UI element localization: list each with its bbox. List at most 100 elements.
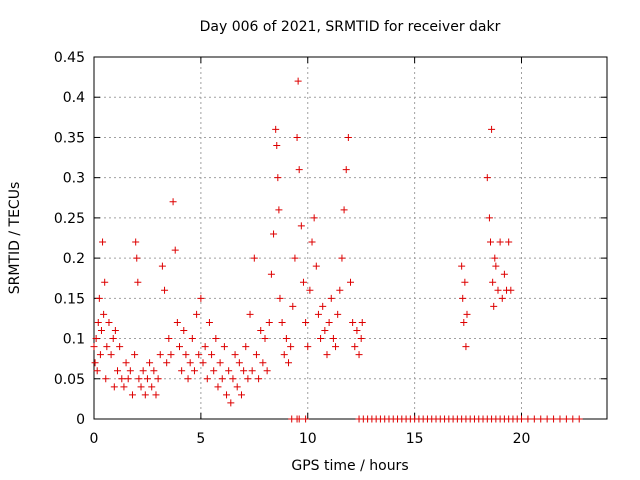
data-point [338, 254, 346, 262]
data-point [332, 343, 340, 351]
data-point [128, 391, 136, 399]
y-tick-label: 0.45 [54, 50, 85, 66]
data-point [530, 415, 538, 423]
data-point [126, 367, 134, 375]
data-point [94, 318, 102, 326]
data-point [273, 141, 281, 149]
data-point [100, 310, 108, 318]
data-point [180, 327, 188, 335]
data-point [302, 318, 310, 326]
data-point [188, 335, 196, 343]
data-point [184, 375, 192, 383]
data-point [240, 367, 248, 375]
data-point [124, 375, 132, 383]
data-point [302, 415, 310, 423]
data-point [248, 367, 256, 375]
data-point [287, 343, 295, 351]
data-point [163, 359, 171, 367]
data-point [524, 415, 532, 423]
data-point [550, 415, 558, 423]
data-point [494, 286, 502, 294]
data-point [178, 367, 186, 375]
y-tick-label: 0.15 [54, 291, 85, 307]
data-point [141, 391, 149, 399]
data-point [334, 310, 342, 318]
data-point [575, 415, 583, 423]
data-point [105, 318, 113, 326]
data-point [325, 318, 333, 326]
data-point [327, 294, 335, 302]
data-point [257, 327, 265, 335]
data-point [118, 375, 126, 383]
data-point [462, 343, 470, 351]
x-tick-label: 20 [513, 431, 531, 447]
data-point [312, 262, 320, 270]
data-point [242, 343, 250, 351]
data-point [203, 375, 211, 383]
data-point [139, 367, 147, 375]
data-point [275, 206, 283, 214]
data-point [483, 174, 491, 182]
data-point [154, 375, 162, 383]
data-point [340, 206, 348, 214]
data-point [272, 125, 280, 133]
data-point [99, 238, 107, 246]
data-point [490, 302, 498, 310]
data-point [461, 278, 469, 286]
data-point [492, 262, 500, 270]
data-point [92, 335, 100, 343]
data-point [353, 327, 361, 335]
data-point [274, 174, 282, 182]
data-point [199, 359, 207, 367]
data-point [103, 343, 111, 351]
data-point [265, 318, 273, 326]
data-point [463, 310, 471, 318]
data-point [237, 391, 245, 399]
data-point [218, 375, 226, 383]
data-point [306, 286, 314, 294]
data-point [321, 327, 329, 335]
data-point [107, 351, 115, 359]
data-point [90, 343, 98, 351]
data-point [176, 343, 183, 351]
data-point [357, 335, 365, 343]
data-point [161, 286, 169, 294]
data-point [135, 375, 143, 383]
data-point [212, 335, 220, 343]
data-point [459, 294, 467, 302]
data-point [267, 270, 275, 278]
data-point [569, 415, 577, 423]
data-point [216, 359, 224, 367]
data-point [133, 254, 141, 262]
y-tick-label: 0.2 [63, 251, 85, 267]
data-point [329, 335, 337, 343]
data-point [349, 318, 357, 326]
data-point [167, 351, 175, 359]
data-point [505, 238, 513, 246]
data-point [282, 335, 290, 343]
data-point [95, 294, 103, 302]
data-point [344, 133, 352, 141]
data-point [225, 367, 233, 375]
data-point [347, 278, 354, 286]
data-point [259, 359, 267, 367]
data-point [134, 278, 142, 286]
data-point [319, 302, 327, 310]
data-point [308, 238, 316, 246]
data-point [323, 351, 331, 359]
data-point [195, 351, 203, 359]
data-point [270, 230, 278, 238]
data-point [143, 375, 151, 383]
data-point [518, 415, 525, 423]
data-point [255, 375, 263, 383]
data-point [250, 254, 258, 262]
data-point [102, 375, 110, 383]
data-point [96, 351, 104, 359]
data-point [280, 351, 288, 359]
data-point [93, 367, 101, 375]
data-point [150, 367, 158, 375]
data-point [197, 294, 205, 302]
data-point [358, 318, 366, 326]
data-point [171, 246, 179, 254]
data-point [116, 343, 124, 351]
